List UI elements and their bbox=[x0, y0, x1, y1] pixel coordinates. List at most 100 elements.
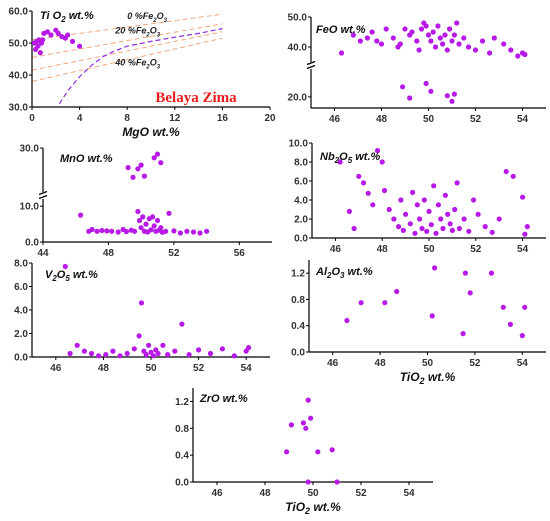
chart-mno: 44 48 52 56 0.0 10.0 30.0 bbox=[20, 144, 272, 259]
data-point bbox=[67, 350, 73, 357]
y-tick-label: 4.0 bbox=[294, 196, 308, 207]
data-point bbox=[475, 211, 481, 217]
y-tick-label: 1.2 bbox=[291, 269, 305, 280]
data-point bbox=[48, 32, 54, 38]
x-axis-title: TiO2 wt.% bbox=[285, 500, 341, 516]
data-point bbox=[428, 38, 434, 44]
data-point bbox=[519, 333, 525, 339]
x-tick-label: 48 bbox=[259, 488, 271, 499]
data-point bbox=[454, 180, 460, 186]
data-point bbox=[177, 230, 183, 236]
panel-label: MnO wt.% bbox=[60, 153, 113, 165]
y-tick-label: 10.0 bbox=[289, 139, 309, 150]
x-tick-label: 16 bbox=[217, 113, 229, 124]
y-tick-label: 6.0 bbox=[14, 282, 28, 293]
reference-line-label: 40 %Fe2O3 bbox=[114, 57, 160, 70]
y-tick-label: 1.2 bbox=[175, 397, 189, 408]
chart-nb2o5: 46 48 50 52 54 0.0 2.0 4.0 6.0 8.0 10.0 bbox=[289, 139, 546, 255]
data-point bbox=[386, 206, 392, 213]
data-point bbox=[423, 80, 429, 87]
data-point bbox=[104, 228, 110, 234]
data-point bbox=[69, 38, 76, 45]
data-point bbox=[378, 41, 385, 47]
x-tick-label: 52 bbox=[355, 488, 367, 499]
data-point bbox=[150, 214, 156, 220]
axis-break-mark bbox=[306, 64, 316, 70]
data-point bbox=[487, 50, 493, 56]
data-point bbox=[315, 449, 321, 455]
data-point bbox=[462, 270, 468, 276]
data-point bbox=[344, 317, 350, 324]
data-point bbox=[431, 183, 437, 189]
x-tick-label: 50 bbox=[307, 488, 319, 499]
chart-feo: 46 48 50 52 54 20.0 40.0 50.0 bbox=[288, 13, 546, 125]
data-point bbox=[136, 217, 143, 224]
data-point bbox=[360, 180, 367, 186]
data-point bbox=[62, 263, 68, 270]
y-tick-label: 60.0 bbox=[9, 7, 29, 18]
data-point bbox=[231, 353, 237, 359]
y-tick-label: 0.4 bbox=[175, 451, 189, 462]
data-point bbox=[374, 38, 380, 44]
x-tick-label: 54 bbox=[517, 358, 529, 369]
data-point bbox=[414, 202, 420, 208]
data-point bbox=[132, 228, 138, 234]
data-point bbox=[466, 228, 472, 234]
chart-zro: 46 48 50 52 54 0.0 0.4 0.8 1.2 bbox=[175, 388, 433, 499]
data-point bbox=[440, 41, 446, 47]
x-axis-title: MgO wt.% bbox=[122, 125, 180, 139]
reference-line-label: 0 %Fe2O3 bbox=[127, 11, 167, 24]
data-point bbox=[437, 35, 443, 41]
data-point bbox=[109, 228, 115, 234]
data-point bbox=[163, 228, 169, 234]
x-tick-label: 46 bbox=[50, 363, 62, 374]
y-tick-label: 0.4 bbox=[291, 321, 305, 332]
data-point bbox=[115, 229, 121, 235]
data-point bbox=[461, 35, 467, 41]
x-tick-label: 12 bbox=[169, 113, 181, 124]
data-point bbox=[432, 265, 438, 271]
data-point bbox=[65, 32, 71, 38]
data-point bbox=[308, 415, 314, 421]
data-point bbox=[430, 29, 436, 35]
data-point bbox=[503, 168, 509, 175]
reference-line bbox=[31, 37, 223, 82]
panel-label: ZrO wt.% bbox=[199, 393, 248, 405]
y-tick-label: 0.0 bbox=[175, 478, 189, 489]
y-tick-label: 2.0 bbox=[14, 329, 28, 340]
x-tick-label: 52 bbox=[168, 248, 180, 259]
data-point bbox=[136, 333, 142, 339]
x-tick-label: 46 bbox=[211, 488, 223, 499]
y-tick-label: 30.0 bbox=[20, 144, 40, 155]
data-point bbox=[426, 208, 432, 214]
y-tick-label: 0.0 bbox=[14, 353, 28, 364]
data-point bbox=[444, 47, 450, 53]
x-tick-label: 44 bbox=[37, 248, 49, 259]
data-point bbox=[138, 300, 145, 306]
data-point bbox=[510, 173, 516, 179]
data-point bbox=[421, 197, 427, 203]
x-tick-label: 8 bbox=[124, 113, 130, 124]
data-point bbox=[138, 225, 144, 231]
axis-break-mark bbox=[38, 190, 48, 196]
axes: 46 48 50 52 54 0.0 0.4 0.8 1.2 bbox=[291, 260, 546, 369]
chart-v2o5: 46 48 50 52 54 0.0 2.0 4.0 6.0 8.0 bbox=[14, 259, 270, 374]
data-point bbox=[460, 331, 466, 337]
data-point bbox=[425, 32, 432, 38]
data-point bbox=[479, 38, 486, 44]
data-point bbox=[166, 210, 172, 216]
x-tick-label: 48 bbox=[375, 358, 387, 369]
data-point bbox=[520, 194, 526, 200]
data-point bbox=[429, 313, 435, 319]
axes: 0 4 8 12 16 20 30.0 40.0 50.0 60.0 bbox=[9, 7, 276, 125]
data-point bbox=[117, 353, 123, 359]
x-tick-label: 52 bbox=[469, 358, 481, 369]
y-tick-label: 8.0 bbox=[294, 158, 308, 169]
reference-line bbox=[31, 31, 223, 71]
data-point bbox=[148, 227, 154, 233]
data-point bbox=[391, 216, 397, 222]
data-point bbox=[412, 230, 418, 236]
x-tick-label: 52 bbox=[470, 114, 482, 125]
data-point bbox=[124, 350, 130, 357]
